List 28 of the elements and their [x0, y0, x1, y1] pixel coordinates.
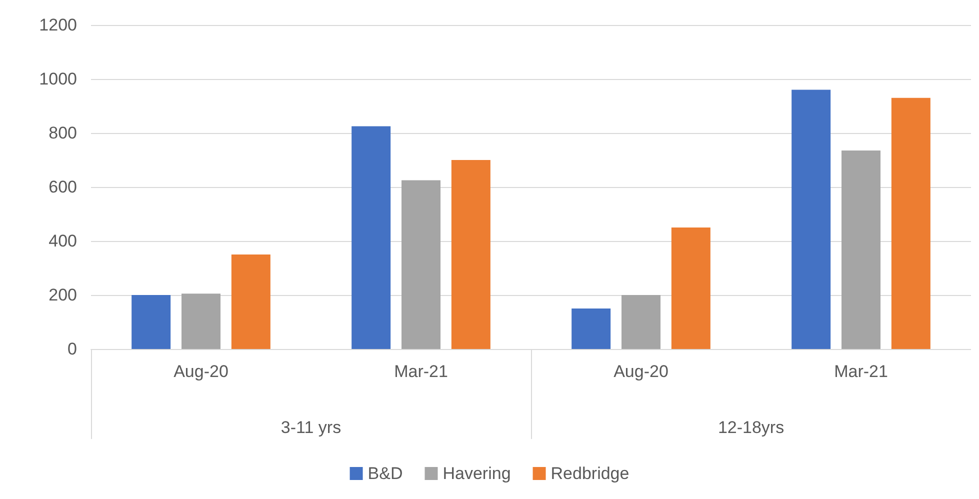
y-tick-label: 200: [48, 286, 77, 304]
text: 3-11 yrs: [280, 418, 342, 437]
bar: [451, 160, 490, 349]
bar: [231, 254, 270, 349]
bar: [182, 294, 220, 349]
x-tick-label: Aug-20: [614, 362, 668, 381]
y-tick-label: 600: [48, 178, 77, 196]
bar: [572, 308, 611, 349]
x-tick-label: Aug-20: [174, 362, 228, 381]
bar: [792, 90, 831, 349]
bar: [402, 180, 440, 349]
y-tick-label: 800: [48, 124, 77, 142]
text: 12-18yrs: [718, 418, 784, 437]
bar: [842, 150, 880, 349]
legend-label: B&D: [368, 464, 403, 483]
bar: [132, 295, 171, 349]
y-tick-label: 1000: [39, 70, 77, 88]
y-tick-label: 1200: [39, 16, 77, 34]
bar: [671, 228, 710, 349]
bar: [891, 98, 930, 349]
x-tick-label: Mar-21: [834, 362, 888, 381]
bar: [622, 295, 660, 349]
legend-label: Havering: [442, 464, 511, 483]
legend-label: Redbridge: [550, 464, 630, 483]
bar: [352, 126, 391, 349]
y-tick-label: 400: [48, 232, 77, 250]
y-tick-label: 0: [68, 340, 77, 358]
x-tick-label: Mar-21: [394, 362, 448, 381]
